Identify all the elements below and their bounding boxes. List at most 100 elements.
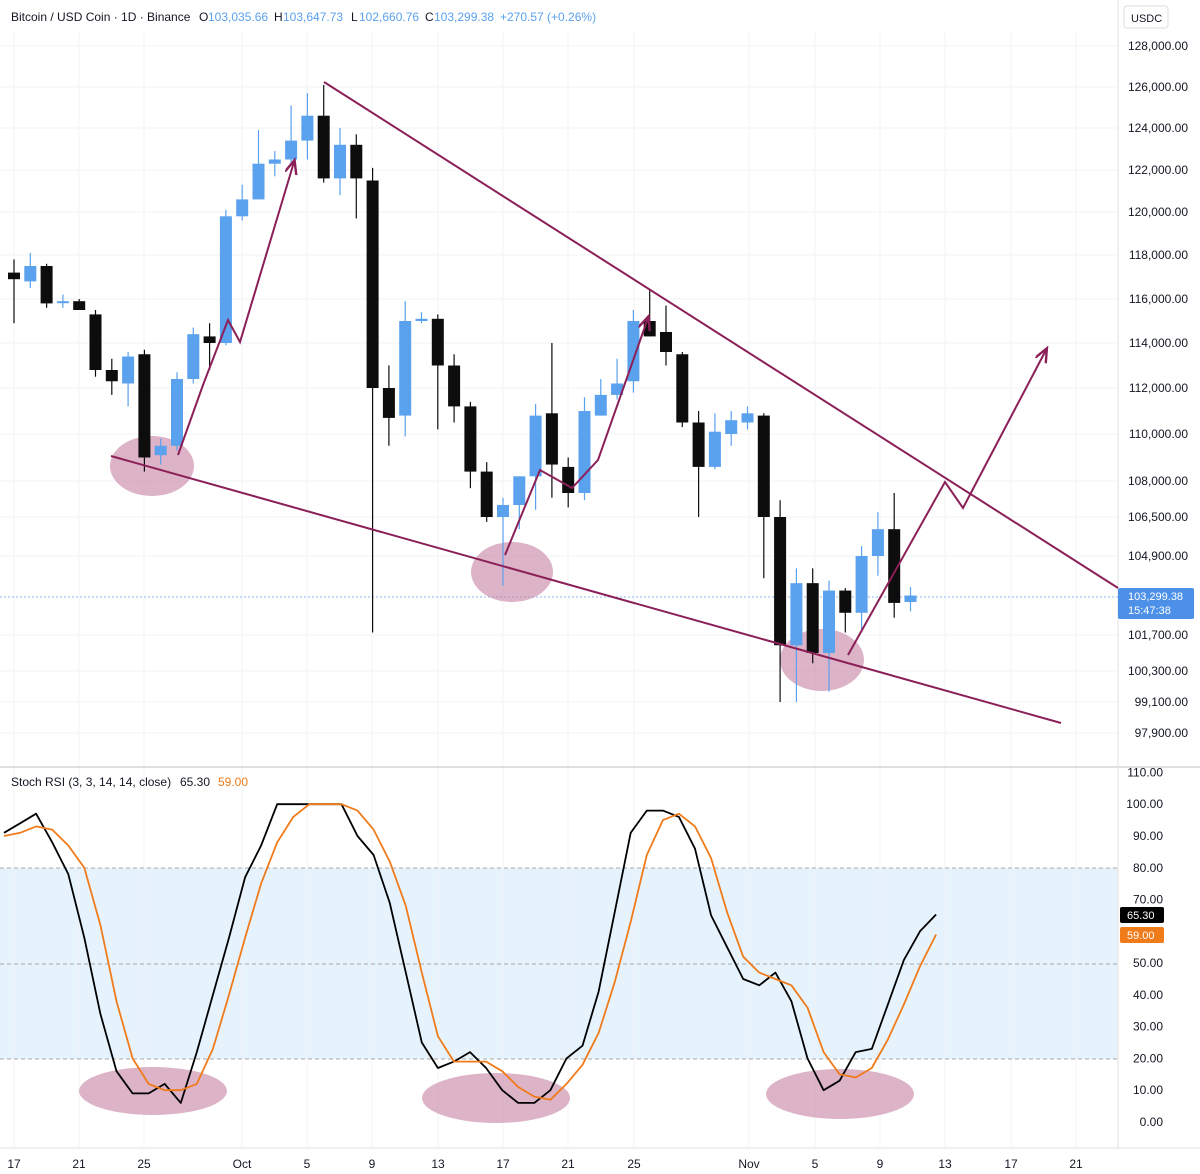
candle[interactable] xyxy=(806,568,819,664)
candle[interactable] xyxy=(594,379,607,416)
candle[interactable] xyxy=(285,105,298,164)
candle[interactable] xyxy=(334,128,346,196)
candle[interactable] xyxy=(40,263,53,308)
candle-body xyxy=(855,556,868,613)
candle[interactable] xyxy=(725,411,738,446)
candle[interactable] xyxy=(171,372,183,451)
price-axis[interactable]: 128,000.00 126,000.00 124,000.00 122,000.00… xyxy=(1128,39,1188,740)
candle[interactable] xyxy=(236,184,249,221)
candle[interactable] xyxy=(480,462,493,522)
indicator-tick-label: 10.00 xyxy=(1133,1083,1163,1097)
candle[interactable] xyxy=(545,343,558,498)
time-axis[interactable]: 17 21 25 Oct 5 9 13 17 21 25 Nov 5 9 13 17 21 xyxy=(7,1157,1083,1171)
candle[interactable] xyxy=(888,493,901,618)
candle[interactable] xyxy=(56,294,69,308)
candle[interactable] xyxy=(399,301,412,437)
candle[interactable] xyxy=(8,259,20,324)
candle-body xyxy=(513,476,526,505)
candle[interactable] xyxy=(252,130,265,200)
candle[interactable] xyxy=(676,352,689,428)
candle-body xyxy=(823,590,835,653)
breakout-projection-arrow[interactable] xyxy=(847,350,1046,656)
candle[interactable] xyxy=(578,397,591,501)
candle-body xyxy=(692,422,705,467)
candle-body xyxy=(366,180,379,388)
candle[interactable] xyxy=(89,310,102,377)
candle-body xyxy=(350,144,363,179)
candle[interactable] xyxy=(611,358,624,400)
indicator-tick-label: 30.00 xyxy=(1133,1020,1163,1034)
candle[interactable] xyxy=(774,500,787,702)
candle[interactable] xyxy=(529,404,542,510)
candle[interactable] xyxy=(497,497,509,586)
symbol-title[interactable]: Bitcoin / USD Coin · 1D · Binance xyxy=(11,10,191,24)
candle[interactable] xyxy=(627,310,640,393)
time-tick-label: 13 xyxy=(431,1157,445,1171)
candle[interactable] xyxy=(73,299,86,310)
falling-wedge-upper-trendline[interactable] xyxy=(323,81,1119,589)
candle[interactable] xyxy=(382,365,395,446)
candle[interactable] xyxy=(122,352,135,407)
candle-body xyxy=(236,199,249,217)
countdown-label: 15:47:38 xyxy=(1128,605,1171,617)
price-tick-label: 116,000.00 xyxy=(1129,292,1188,306)
candle-body xyxy=(839,590,852,613)
price-pane[interactable] xyxy=(0,0,1118,766)
time-tick-label: 17 xyxy=(1004,1157,1018,1171)
candle[interactable] xyxy=(317,84,330,183)
time-tick-label: 25 xyxy=(627,1157,641,1171)
candle[interactable] xyxy=(350,134,363,219)
stoch-d-line[interactable] xyxy=(3,803,937,1101)
candle-body xyxy=(594,394,607,416)
rally-arrow[interactable] xyxy=(177,162,294,456)
candle[interactable] xyxy=(464,401,477,489)
candle-body xyxy=(301,115,314,141)
time-tick-label: Oct xyxy=(233,1157,252,1171)
candle[interactable] xyxy=(790,568,803,702)
candle[interactable] xyxy=(660,305,672,366)
candle[interactable] xyxy=(692,411,705,517)
price-tick-label: 99,100.00 xyxy=(1135,695,1189,709)
candle[interactable] xyxy=(105,358,118,395)
candle[interactable] xyxy=(138,349,151,472)
highlight-ellipse xyxy=(471,542,553,602)
candlestick-series[interactable] xyxy=(8,84,917,702)
open-label: O xyxy=(199,10,208,24)
candle[interactable] xyxy=(855,546,868,633)
rally-arrow[interactable] xyxy=(504,318,648,556)
candle-body xyxy=(252,163,265,200)
candle-body xyxy=(138,354,151,458)
candle[interactable] xyxy=(154,438,167,465)
indicator-tick-label: 40.00 xyxy=(1133,988,1163,1002)
candle[interactable] xyxy=(301,93,314,160)
candle[interactable] xyxy=(203,323,216,370)
candle[interactable] xyxy=(431,314,444,430)
indicator-tick-label: 70.00 xyxy=(1133,893,1163,907)
candle[interactable] xyxy=(366,167,379,633)
price-tick-label: 122,000.00 xyxy=(1128,163,1188,177)
candle[interactable] xyxy=(823,580,835,692)
indicator-title[interactable]: Stoch RSI (3, 3, 14, 14, close) xyxy=(11,775,171,789)
candle[interactable] xyxy=(448,354,461,423)
candle[interactable] xyxy=(268,151,281,177)
candle[interactable] xyxy=(904,586,917,612)
currency-badge[interactable] xyxy=(1123,5,1169,29)
candle[interactable] xyxy=(708,413,721,470)
candle[interactable] xyxy=(415,312,428,324)
price-tick-label: 106,500.00 xyxy=(1128,510,1188,524)
candle[interactable] xyxy=(871,512,884,576)
candle[interactable] xyxy=(741,406,754,430)
candle[interactable] xyxy=(187,327,200,384)
indicator-axis[interactable]: 110.00100.0090.0080.0070.0060.0050.0040.… xyxy=(1126,765,1163,1129)
time-tick-label: 17 xyxy=(7,1157,21,1171)
candle[interactable] xyxy=(757,413,770,579)
candle[interactable] xyxy=(24,252,37,288)
candle-body xyxy=(56,301,69,304)
last-price-label: 103,299.38 xyxy=(1128,591,1183,603)
high-value: 103,647.73 xyxy=(283,10,343,24)
candle[interactable] xyxy=(839,588,852,633)
time-tick-label: 21 xyxy=(72,1157,86,1171)
stoch-k-line[interactable] xyxy=(3,803,937,1104)
falling-wedge-lower-trendline[interactable] xyxy=(110,455,1062,724)
